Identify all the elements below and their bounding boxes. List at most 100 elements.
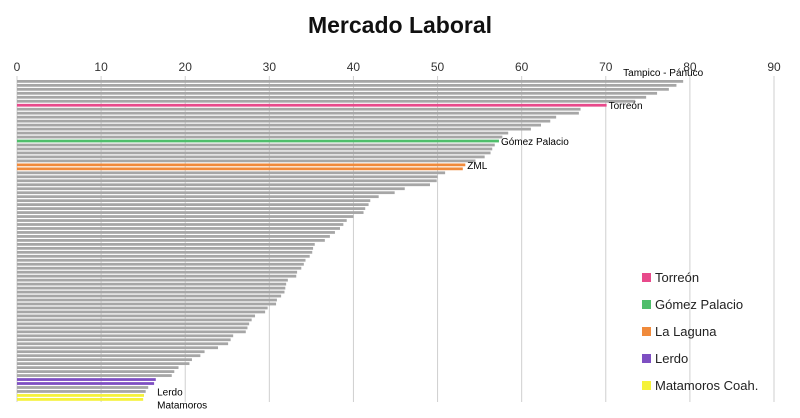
- bar: [17, 159, 476, 163]
- bar: [17, 382, 155, 385]
- bar: [17, 123, 542, 127]
- bar-annotation: Torreón: [609, 101, 643, 112]
- bar: [17, 175, 438, 179]
- bar: [17, 390, 146, 393]
- bar: [17, 143, 495, 147]
- bar: [17, 394, 145, 397]
- legend-swatch: [642, 354, 651, 363]
- bar: [17, 326, 248, 330]
- bar: [17, 374, 172, 377]
- bar: [17, 111, 579, 115]
- bar: [17, 370, 175, 373]
- bar: [17, 250, 313, 254]
- x-tick-label: 20: [179, 60, 193, 74]
- legend-swatch: [642, 300, 651, 309]
- bar: [17, 207, 366, 210]
- legend-swatch: [642, 327, 651, 336]
- bar: [17, 179, 437, 183]
- bar: [17, 199, 371, 203]
- chart-title: Mercado Laboral: [307, 12, 493, 38]
- x-tick-label: 40: [347, 60, 361, 74]
- bar: [17, 215, 354, 218]
- bar: [17, 103, 607, 107]
- bar: [17, 338, 231, 342]
- x-tick-label: 0: [14, 60, 21, 74]
- bar: [17, 211, 364, 214]
- x-tick-label: 10: [94, 60, 108, 74]
- bar: [17, 254, 310, 258]
- x-tick-label: 90: [767, 60, 781, 74]
- bar: [17, 235, 330, 238]
- bar: [17, 386, 149, 389]
- bar: [17, 270, 298, 274]
- x-tick-label: 30: [263, 60, 277, 74]
- bar: [17, 246, 314, 250]
- bar: [17, 187, 405, 191]
- bar: [17, 127, 531, 131]
- x-tick-label: 50: [431, 60, 445, 74]
- bar: [17, 91, 658, 95]
- bar-annotation: Lerdo: [157, 388, 183, 399]
- bar: [17, 330, 246, 334]
- bar: [17, 231, 335, 234]
- bar: [17, 155, 485, 159]
- bar: [17, 87, 669, 91]
- bar: [17, 266, 302, 270]
- bar: [17, 298, 277, 302]
- bar: [17, 278, 288, 282]
- bar: [17, 107, 581, 111]
- bar: [17, 310, 266, 314]
- bar: [17, 151, 491, 155]
- bar: [17, 83, 677, 87]
- legend-label: Torreón: [655, 270, 699, 285]
- bar: [17, 167, 463, 171]
- bar: [17, 274, 297, 278]
- bar: [17, 346, 219, 350]
- bar: [17, 314, 256, 318]
- bar: [17, 115, 557, 119]
- bar: [17, 131, 509, 135]
- bar: [17, 219, 347, 222]
- bar: [17, 258, 306, 262]
- bar: [17, 99, 636, 103]
- bar: [17, 227, 340, 230]
- bar: [17, 171, 446, 175]
- x-tick-label: 60: [515, 60, 529, 74]
- legend-swatch: [642, 381, 651, 390]
- bar: [17, 139, 499, 143]
- bar: [17, 366, 179, 369]
- bar: [17, 294, 282, 298]
- bar-annotation: Matamoros: [157, 400, 207, 411]
- bar: [17, 362, 190, 366]
- bar: [17, 195, 379, 199]
- bar: [17, 378, 156, 381]
- bar: [17, 147, 493, 151]
- bar: [17, 203, 369, 207]
- legend-label: Matamoros Coah.: [655, 378, 758, 393]
- bar: [17, 398, 144, 401]
- bar: [17, 306, 268, 310]
- bar: [17, 80, 684, 83]
- bar: [17, 342, 229, 346]
- bar-annotation: Gómez Palacio: [501, 137, 569, 148]
- bar-annotation: Tampico - Pánuco: [623, 68, 703, 79]
- bar: [17, 322, 250, 326]
- bar: [17, 163, 466, 167]
- bar: [17, 183, 430, 187]
- legend-label: Gómez Palacio: [655, 297, 743, 312]
- bar: [17, 334, 234, 338]
- legend-swatch: [642, 273, 651, 282]
- legend-label: Lerdo: [655, 351, 688, 366]
- bar: [17, 191, 395, 195]
- bar: [17, 358, 192, 362]
- bar: [17, 119, 551, 123]
- x-tick-label: 80: [683, 60, 697, 74]
- bar: [17, 282, 287, 286]
- bar-annotation: ZML: [467, 161, 487, 172]
- bar: [17, 262, 304, 266]
- bar: [17, 318, 252, 322]
- bar: [17, 290, 285, 294]
- bar: [17, 302, 277, 306]
- bar: [17, 135, 503, 139]
